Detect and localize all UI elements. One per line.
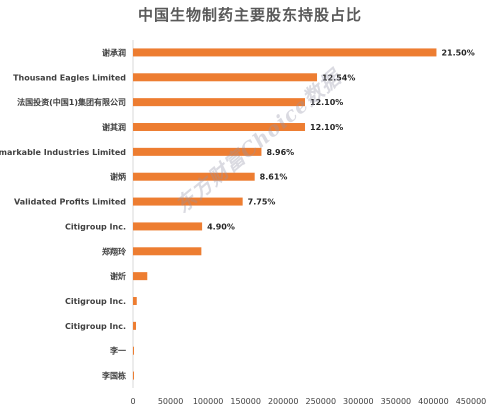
category-label: 谢炘 (110, 271, 126, 281)
bar (133, 272, 148, 281)
bar (133, 297, 137, 305)
category-label: 李一 (109, 346, 126, 356)
bar (133, 98, 306, 107)
category-label: Citigroup Inc. (65, 297, 126, 306)
category-label: 谢承润 (102, 47, 126, 57)
category-label: Validated Profits Limited (14, 198, 126, 207)
x-tick-label: 250000 (306, 397, 337, 406)
bar (133, 222, 203, 231)
chart-title: 中国生物制药主要股东持股占比 (137, 6, 362, 24)
data-label: 7.75% (248, 198, 276, 207)
data-label: 12.10% (310, 123, 343, 132)
bar (133, 123, 306, 131)
data-label: 21.50% (441, 48, 474, 57)
x-tick-label: 400000 (418, 397, 449, 406)
category-label: Citigroup Inc. (65, 222, 126, 231)
bar (133, 371, 134, 380)
bar (133, 197, 243, 206)
x-tick-label: 450000 (456, 397, 487, 406)
category-label: 郑翔玲 (102, 246, 127, 256)
category-label: 谢炳 (110, 172, 126, 182)
x-tick-label: 100000 (193, 397, 224, 406)
bar (133, 172, 255, 181)
data-label: 8.96% (266, 148, 294, 157)
bar (133, 48, 437, 57)
x-tick-label: 0 (130, 397, 135, 406)
data-label: 8.61% (260, 173, 288, 182)
x-tick-label: 150000 (230, 397, 261, 406)
category-label: Thousand Eagles Limited (13, 73, 126, 82)
data-label: 12.54% (322, 73, 355, 82)
x-tick-label: 350000 (381, 397, 412, 406)
x-tick-label: 50000 (158, 397, 183, 406)
category-label: Remarkable Industries Limited (0, 148, 126, 157)
data-label: 12.10% (310, 98, 343, 107)
category-label: 谢其润 (102, 122, 126, 132)
category-label: Citigroup Inc. (65, 322, 126, 331)
bar (133, 73, 318, 82)
data-label: 4.90% (207, 222, 235, 231)
bar (133, 247, 202, 256)
bar (133, 346, 134, 355)
category-label: 法国投资(中国1)集团有限公司 (17, 97, 126, 107)
x-tick-label: 200000 (268, 397, 299, 406)
bar (133, 147, 262, 156)
x-tick-label: 300000 (343, 397, 374, 406)
bar (133, 321, 137, 330)
category-label: 李国栋 (101, 371, 126, 381)
